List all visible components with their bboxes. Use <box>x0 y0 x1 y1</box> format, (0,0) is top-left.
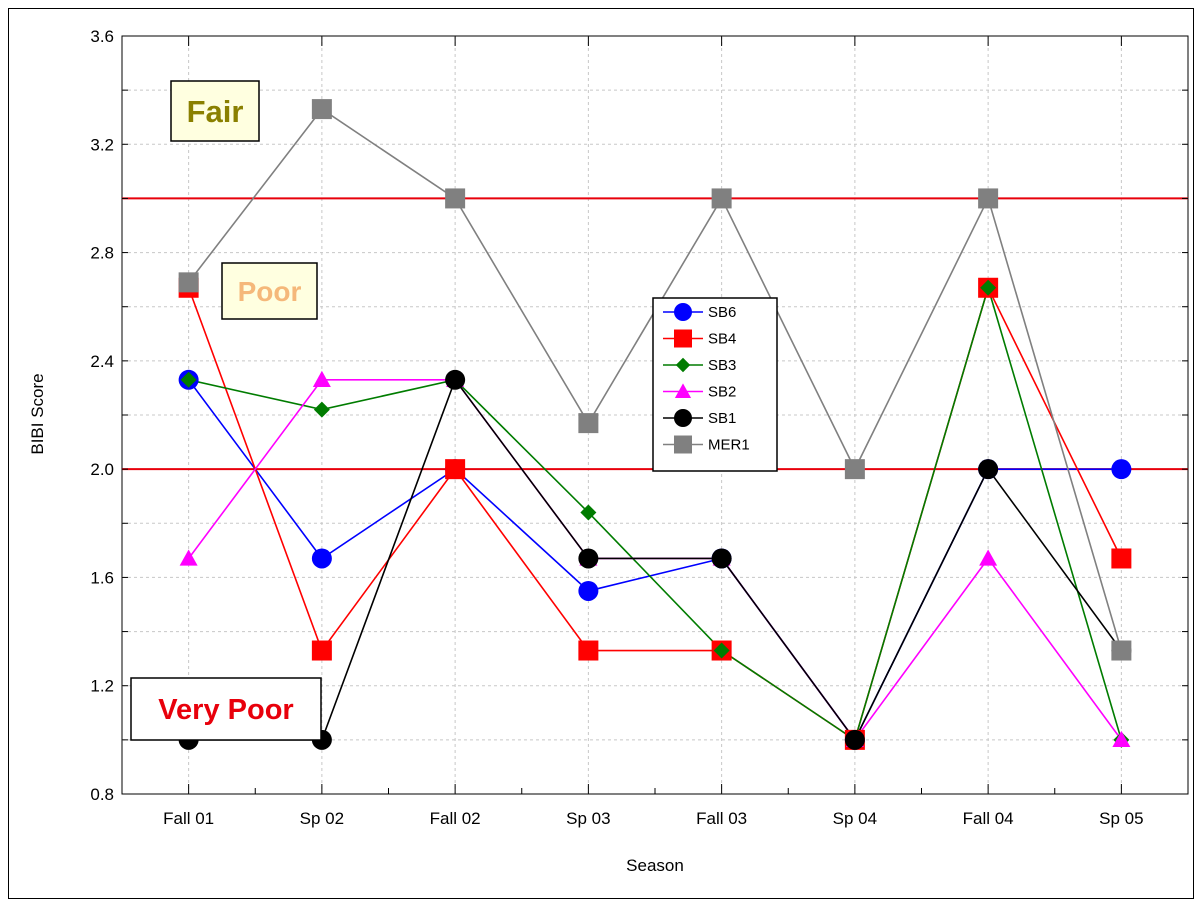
legend-label-sb4: SB4 <box>708 331 736 348</box>
point-sb3 <box>713 642 730 659</box>
point-mer1 <box>711 188 732 209</box>
x-tick-label: Fall 01 <box>163 809 214 828</box>
x-tick-label: Fall 04 <box>963 809 1014 828</box>
y-axis-title: BIBI Score <box>28 373 47 454</box>
point-mer1 <box>311 99 332 120</box>
point-sb2 <box>979 549 998 566</box>
point-sb4 <box>1111 548 1132 569</box>
x-tick-label: Fall 03 <box>696 809 747 828</box>
legend-marker-sb2 <box>674 383 692 398</box>
axes: 0.8 1.2 1.6 2.0 2.4 2.8 3.2 3.6 Fall 01 Sp 02 Fall… <box>90 27 1188 828</box>
legend-marker-sb6 <box>674 303 692 321</box>
legend-label-sb1: SB1 <box>708 410 736 427</box>
point-sb1 <box>578 548 599 569</box>
x-axis-title: Season <box>626 856 684 875</box>
series <box>178 99 1132 750</box>
y-tick-label: 3.2 <box>90 135 114 154</box>
point-sb6 <box>1111 459 1132 480</box>
x-tick-label: Sp 02 <box>300 809 344 828</box>
point-sb1 <box>711 548 732 569</box>
point-sb2 <box>179 549 198 566</box>
legend-marker-sb3 <box>675 357 691 373</box>
legend-label-sb2: SB2 <box>708 384 736 401</box>
annotation-box <box>221 262 318 320</box>
annotation-label: Very Poor <box>158 694 293 726</box>
x-tick-label: Fall 02 <box>430 809 481 828</box>
y-tick-label: 2.8 <box>90 244 114 263</box>
x-tick-label: Sp 05 <box>1099 809 1143 828</box>
annotation-box <box>170 80 260 142</box>
legend-marker-sb1 <box>674 409 692 427</box>
point-sb3 <box>980 279 997 296</box>
x-tick-label: Sp 04 <box>833 809 877 828</box>
point-sb4 <box>445 459 466 480</box>
annotation-poor: Poor <box>221 262 318 320</box>
point-sb1 <box>445 369 466 390</box>
y-tick-label: 2.0 <box>90 460 114 479</box>
point-sb3 <box>313 401 330 418</box>
point-sb1 <box>844 729 865 750</box>
point-sb4 <box>578 640 599 661</box>
annotations: Fair Poor Very Poor <box>130 80 322 741</box>
annotation-label: Fair <box>187 94 244 129</box>
legend-label-mer1: MER1 <box>708 437 750 454</box>
point-sb3 <box>580 504 597 521</box>
x-tick-label: Sp 03 <box>566 809 610 828</box>
annotation-box <box>130 677 322 741</box>
point-sb2 <box>312 370 331 388</box>
legend-marker-sb4 <box>674 329 692 348</box>
legend-box <box>652 297 778 472</box>
point-mer1 <box>445 188 466 209</box>
y-tick-label: 1.6 <box>90 568 114 587</box>
annotation-fair: Fair <box>170 80 260 142</box>
point-sb6 <box>578 580 599 601</box>
annotation-very-poor: Very Poor <box>130 677 322 741</box>
legend-marker-mer1 <box>674 435 692 454</box>
annotation-label: Poor <box>238 276 302 307</box>
y-tick-label: 3.6 <box>90 27 114 46</box>
y-tick-label: 1.2 <box>90 677 114 696</box>
chart-frame: 0.8 1.2 1.6 2.0 2.4 2.8 3.2 3.6 Fall 01 Sp 02 Fall… <box>8 8 1194 899</box>
point-sb6 <box>311 548 332 569</box>
point-sb4 <box>311 640 332 661</box>
bibi-score-chart: 0.8 1.2 1.6 2.0 2.4 2.8 3.2 3.6 Fall 01 Sp 02 Fall… <box>28 27 1189 875</box>
point-sb1 <box>978 459 999 480</box>
y-tick-label: 2.4 <box>90 352 114 371</box>
point-mer1 <box>578 413 599 434</box>
legend: SB6 SB4 SB3 SB2 SB1 MER1 <box>652 297 778 472</box>
point-mer1 <box>178 272 199 293</box>
point-sb3 <box>180 371 197 388</box>
legend-label-sb6: SB6 <box>708 304 736 321</box>
series-line-sb1 <box>188 378 1123 742</box>
y-tick-label: 0.8 <box>90 785 114 804</box>
point-mer1 <box>1111 640 1132 661</box>
series-line-sb3 <box>188 284 1123 742</box>
point-mer1 <box>978 188 999 209</box>
point-mer1 <box>844 459 865 480</box>
point-sb2 <box>1112 730 1131 748</box>
legend-label-sb3: SB3 <box>708 357 736 374</box>
